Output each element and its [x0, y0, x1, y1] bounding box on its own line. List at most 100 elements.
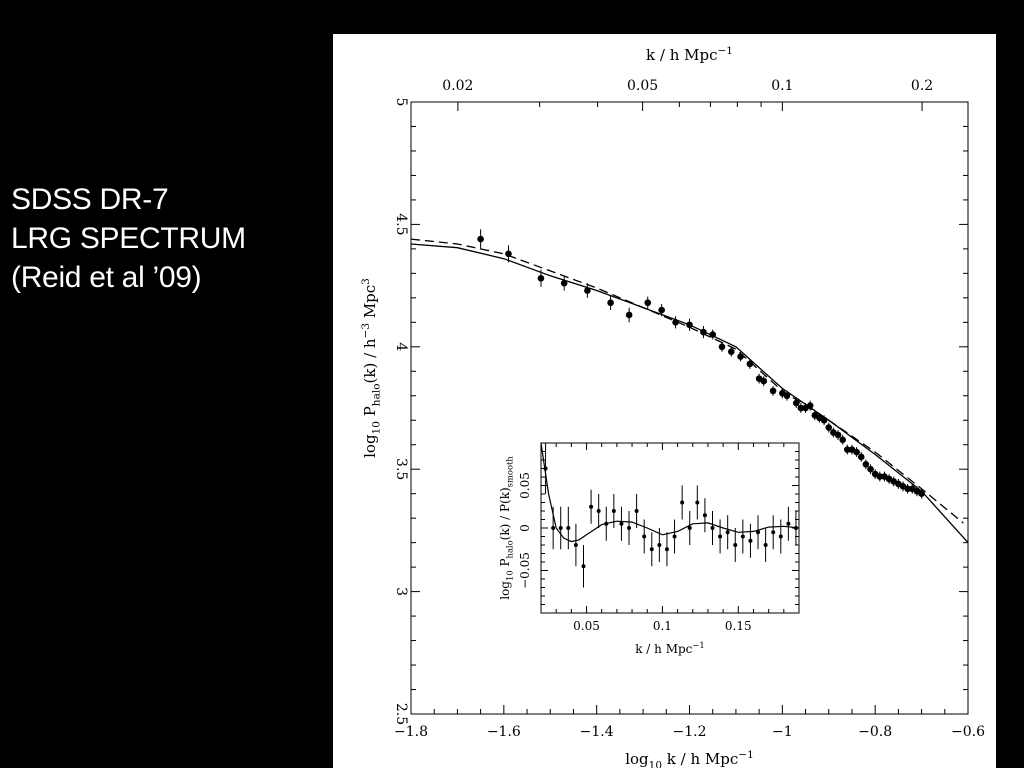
main-data-point: [918, 490, 925, 497]
main-data-point: [857, 453, 865, 461]
inset-data-point: [710, 526, 715, 530]
inset-data-point: [718, 534, 723, 539]
inset-data-point: [657, 543, 662, 547]
inset-data-point: [664, 547, 669, 552]
inset-y-tick-label: 0: [518, 524, 532, 532]
caption-line-2: LRG SPECTRUM: [11, 222, 246, 255]
main-data-points: [477, 229, 925, 499]
main-data-point: [769, 387, 777, 395]
inset-data-point: [687, 526, 692, 530]
main-data-point: [853, 448, 860, 456]
inset-data-point: [702, 513, 707, 518]
inset-data-point: [725, 530, 730, 535]
inset-x-tick-label: 0.05: [573, 619, 600, 633]
main-y-axis-label: log10 Phalo(k) / h−3 Mpc3: [360, 278, 383, 458]
main-data-point: [844, 446, 851, 453]
inset-data-point: [589, 504, 594, 509]
inset-data-point: [680, 500, 685, 505]
inset-data-point: [573, 543, 578, 547]
main-data-point: [820, 416, 828, 424]
main-data-point: [783, 392, 791, 400]
inset-data-point: [778, 534, 783, 539]
main-y-tick-label: 3.5: [393, 458, 409, 480]
main-top-tick-label: 0.02: [442, 78, 473, 94]
main-y-tick-label: 2.5: [393, 703, 409, 725]
main-y-tick-label: 4: [393, 342, 409, 351]
inset-data-point: [611, 509, 616, 513]
inset-data-point: [793, 526, 798, 530]
main-top-axis-label: k / h Mpc−1: [646, 45, 733, 64]
main-dashed-model-line: [410, 238, 964, 524]
main-data-point: [672, 319, 679, 326]
main-data-point: [792, 399, 800, 407]
main-y-tick-label: 5: [393, 98, 409, 107]
main-top-tick-label: 0.1: [771, 78, 793, 94]
main-data-point: [760, 377, 768, 385]
inset-data-point: [627, 526, 632, 530]
inset-model-lines: [540, 442, 800, 543]
main-x-axis-label: log10 k / h Mpc−1: [625, 749, 754, 768]
main-data-point: [718, 343, 726, 351]
inset-model-line: [540, 442, 800, 543]
inset-data-point: [581, 564, 586, 569]
inset-data-points: [543, 443, 798, 588]
inset-data-point: [634, 509, 639, 513]
main-data-point: [625, 311, 633, 319]
main-data-point: [876, 473, 884, 480]
main-axes: −1.8 −1.6 −1.4 −1.2 −1 −0.8 −0.6 2.5 3 3.5 4 4.5 5 0.…: [393, 78, 985, 740]
main-top-tick-label: 0.2: [911, 78, 933, 94]
main-x-tick-label: −1.8: [394, 724, 428, 740]
main-data-point: [607, 299, 614, 307]
power-spectrum-figure: −1.8 −1.6 −1.4 −1.2 −1 −0.8 −0.6 2.5 3 3.5 4 4.5 5 0.…: [360, 45, 985, 768]
inset-x-tick-label: 0.1: [653, 619, 672, 633]
inset-y-tick-label: −0.05: [518, 552, 532, 589]
main-y-tick-label: 3: [393, 587, 409, 596]
main-data-point: [709, 331, 717, 338]
main-data-point: [825, 424, 833, 431]
inset-data-point: [763, 543, 768, 547]
inset-x-axis-label: k / h Mpc−1: [635, 640, 705, 656]
main-data-point: [806, 402, 814, 409]
main-data-point: [797, 404, 805, 412]
main-data-point: [644, 299, 652, 307]
main-data-point: [904, 485, 911, 493]
main-data-point: [746, 360, 754, 368]
inset-y-axis-label: log10 Phalo(k) / P(k)smooth: [498, 456, 515, 600]
main-x-tick-label: −0.8: [858, 724, 892, 740]
main-x-tick-label: −0.6: [951, 724, 985, 740]
caption-line-3: (Reid et al ’09): [11, 261, 202, 294]
inset-data-point: [740, 534, 745, 539]
inset-y-tick-label: 0.05: [518, 472, 532, 499]
inset-plot: 0.05 0.1 0.15 −0.05 0 0.05 k / h Mpc−1 log10 …: [481, 423, 805, 656]
main-data-point: [839, 436, 846, 444]
inset-data-point: [733, 543, 738, 547]
main-x-tick-label: −1.2: [673, 724, 707, 740]
caption-line-1: SDSS DR-7: [11, 183, 169, 216]
main-data-point: [584, 287, 591, 294]
main-data-point: [867, 465, 874, 473]
inset-data-point: [596, 509, 601, 513]
inset-data-point: [543, 466, 548, 471]
inset-data-point: [566, 526, 571, 530]
slide-caption: SDSS DR-7 LRG SPECTRUM (Reid et al ’09): [11, 180, 246, 297]
main-x-tick-label: −1.4: [580, 724, 614, 740]
main-data-point: [834, 431, 842, 439]
main-data-point: [537, 274, 545, 282]
main-data-point: [727, 348, 735, 355]
inset-data-point: [756, 530, 761, 535]
main-data-point: [505, 250, 512, 258]
main-data-point: [737, 353, 744, 360]
main-data-point: [700, 328, 707, 336]
main-top-tick-label: 0.05: [627, 78, 658, 94]
inset-data-point: [672, 534, 677, 539]
inset-data-point: [642, 534, 647, 539]
figure-panel: −1.8 −1.6 −1.4 −1.2 −1 −0.8 −0.6 2.5 3 3.5 4 4.5 5 0.…: [333, 34, 996, 768]
inset-data-point: [604, 521, 609, 526]
main-y-tick-label: 4.5: [393, 213, 409, 235]
inset-data-point: [558, 526, 563, 530]
inset-data-point: [748, 538, 753, 543]
inset-data-point: [649, 547, 654, 552]
main-plot: −1.8 −1.6 −1.4 −1.2 −1 −0.8 −0.6 2.5 3 3.5 4 4.5 5 0.…: [360, 45, 985, 768]
main-data-point: [686, 321, 693, 329]
inset-data-point: [786, 521, 791, 526]
